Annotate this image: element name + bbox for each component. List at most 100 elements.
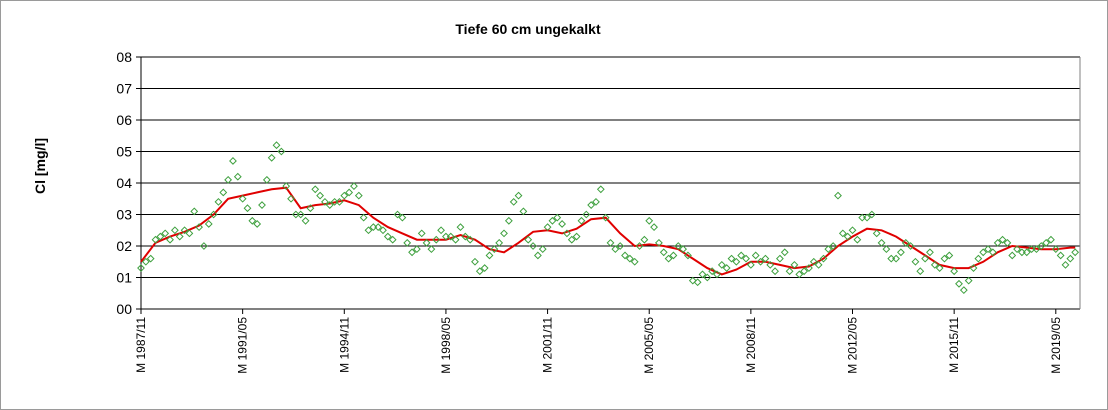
data-point [582, 210, 591, 219]
data-point [272, 141, 281, 150]
y-tick-label: 05 [116, 144, 132, 160]
data-point [1051, 245, 1060, 254]
data-point [379, 226, 387, 235]
data-point [630, 257, 639, 266]
data-point [451, 235, 460, 244]
data-point [955, 279, 963, 288]
data-point [214, 197, 223, 206]
data-point [742, 254, 750, 263]
data-point [146, 254, 155, 263]
data-point [717, 260, 726, 269]
x-tick-label: M 1998/05 [439, 317, 453, 374]
data-point [461, 232, 470, 241]
data-point [243, 204, 252, 213]
data-point [1066, 254, 1075, 263]
data-point [195, 223, 203, 232]
data-point [422, 238, 431, 247]
data-point [495, 238, 504, 247]
data-point [437, 226, 445, 235]
data-point [340, 191, 349, 200]
data-point [776, 254, 784, 263]
data-point [780, 248, 789, 257]
data-point [388, 235, 397, 244]
data-point [204, 220, 213, 228]
data-point [877, 238, 886, 247]
x-tick-label: M 1991/05 [236, 317, 250, 374]
x-tick-label: M 1994/11 [337, 317, 351, 373]
data-point [650, 223, 658, 232]
y-axis-label: Cl [mg/l] [32, 138, 48, 194]
data-point [471, 257, 479, 266]
data-point [301, 216, 310, 225]
data-point [940, 254, 949, 263]
data-point [577, 216, 586, 225]
data-point [805, 264, 813, 272]
y-tick-labels: 00 01 02 03 04 05 06 07 08 [116, 49, 132, 317]
data-point [988, 248, 997, 257]
data-point [882, 245, 891, 254]
y-tick-label: 07 [116, 81, 132, 97]
data-point [543, 223, 552, 232]
data-point [659, 248, 668, 257]
x-tick-label: M 2012/05 [846, 317, 860, 374]
data-point [800, 267, 809, 276]
data-point [238, 194, 247, 203]
data-point [737, 251, 746, 260]
smoothed-series [140, 186, 1076, 276]
data-point [727, 254, 736, 263]
data-point [316, 191, 324, 200]
data-point [819, 254, 828, 263]
data-point [311, 185, 320, 194]
data-point [814, 260, 823, 269]
y-tick-label: 06 [116, 112, 132, 128]
data-point [519, 207, 528, 216]
data-point [834, 191, 842, 200]
data-point [166, 235, 174, 244]
data-point [504, 216, 513, 225]
data-point [398, 213, 407, 222]
data-point [761, 254, 770, 263]
data-point [635, 242, 644, 250]
data-point [277, 147, 286, 156]
y-tick-label: 01 [116, 270, 132, 286]
data-point [509, 197, 518, 206]
data-point [209, 210, 218, 219]
data-point [1042, 238, 1051, 247]
data-point [640, 235, 649, 244]
data-point [412, 245, 421, 254]
data-point [872, 229, 881, 238]
data-point [572, 232, 581, 241]
y-tick-label: 08 [116, 49, 132, 65]
data-point [790, 260, 799, 269]
data-point [393, 210, 402, 219]
data-point [1071, 248, 1080, 257]
data-point [1013, 245, 1021, 254]
x-tick-label: M 2019/05 [1049, 317, 1063, 374]
data-point [185, 229, 194, 238]
data-point [175, 232, 184, 241]
data-point [732, 257, 741, 266]
data-point [287, 194, 295, 203]
smoothed-line [140, 186, 1076, 276]
data-point [354, 191, 363, 200]
data-point [892, 254, 900, 263]
data-point [722, 264, 731, 272]
data-point [906, 242, 915, 250]
data-point [664, 254, 673, 263]
data-point [930, 260, 939, 269]
data-point [587, 201, 596, 209]
data-point [838, 229, 847, 238]
data-point [524, 235, 533, 244]
data-point [679, 245, 688, 254]
data-point [611, 245, 620, 254]
data-point [200, 242, 208, 250]
data-point [829, 242, 838, 250]
data-point [998, 235, 1007, 244]
data-point [161, 229, 170, 238]
data-point [359, 213, 368, 222]
data-point [853, 235, 862, 244]
data-point [446, 232, 455, 241]
data-point [746, 260, 755, 269]
